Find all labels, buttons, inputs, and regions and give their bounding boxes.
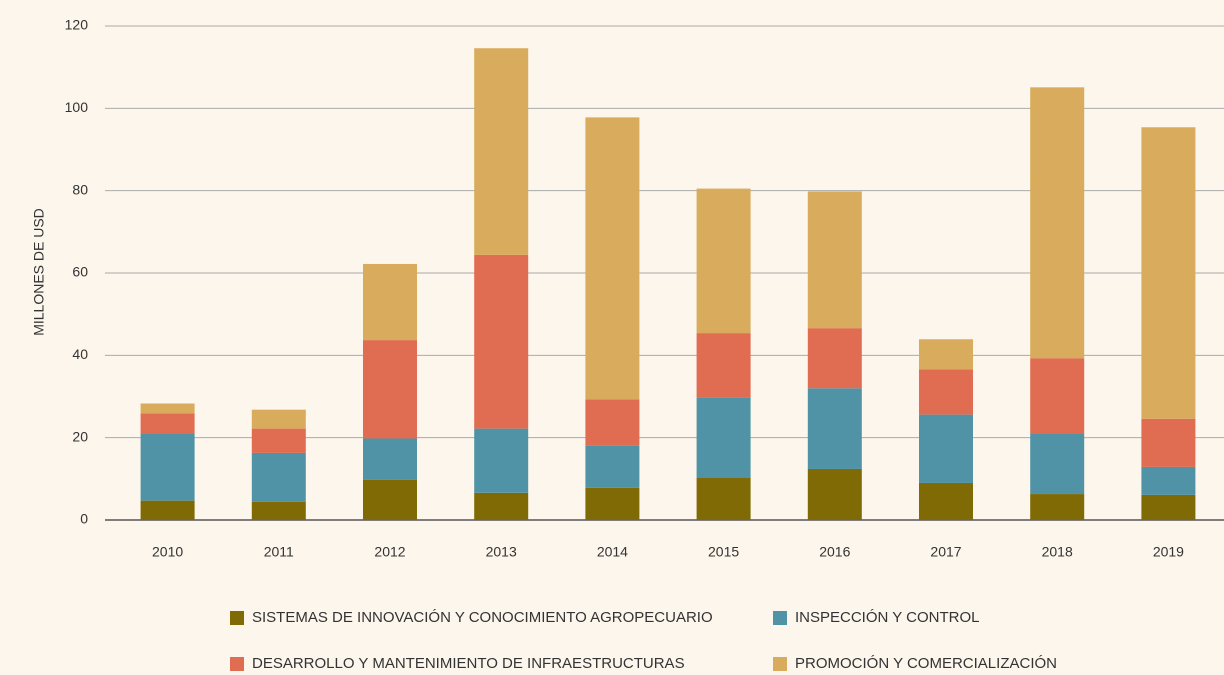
bar-segment xyxy=(585,445,640,488)
legend-label: INSPECCIÓN Y CONTROL xyxy=(795,609,979,626)
y-tick-label: 40 xyxy=(72,346,88,362)
y-tick-label: 100 xyxy=(65,99,89,115)
bar-segment xyxy=(474,254,529,429)
bar-segment xyxy=(140,500,195,520)
legend-swatch xyxy=(230,657,244,671)
bar-segment xyxy=(919,339,973,370)
x-tick-label: 2016 xyxy=(819,544,850,560)
bar-segment xyxy=(1141,418,1196,467)
bar-segment xyxy=(140,413,195,434)
bar-segment xyxy=(696,397,751,479)
legend-label: SISTEMAS DE INNOVACIÓN Y CONOCIMIENTO AG… xyxy=(252,609,713,626)
x-tick-label: 2018 xyxy=(1042,544,1073,560)
bar-segment xyxy=(140,403,195,414)
bar-segment xyxy=(251,501,306,520)
y-tick-label: 120 xyxy=(65,17,89,33)
x-tick-label: 2012 xyxy=(374,544,405,560)
bar-segment xyxy=(696,478,751,520)
x-tick-label: 2015 xyxy=(708,544,739,560)
bar-segment xyxy=(919,369,973,415)
legend-label: DESARROLLO Y MANTENIMIENTO DE INFRAESTRU… xyxy=(252,655,685,672)
bar-segment xyxy=(807,388,862,469)
bar-segment xyxy=(474,428,529,493)
legend-swatch xyxy=(773,657,787,671)
bar-segment xyxy=(585,487,640,520)
bar-segment xyxy=(1030,433,1085,495)
legend-swatch xyxy=(230,611,244,625)
legend-swatch xyxy=(773,611,787,625)
x-tick-label: 2019 xyxy=(1153,544,1184,560)
bar-segment xyxy=(1141,494,1196,520)
bar-segment xyxy=(1030,494,1085,520)
bar-segment xyxy=(807,328,862,389)
bar-segment xyxy=(585,399,640,446)
bar-segment xyxy=(1141,466,1196,495)
y-axis-label: MILLONES DE USD xyxy=(31,208,47,336)
bar-segment xyxy=(1030,87,1085,359)
bar-segment xyxy=(363,438,417,480)
bar-segment xyxy=(919,482,973,520)
x-tick-label: 2011 xyxy=(264,544,294,560)
bar-segment xyxy=(363,263,417,341)
bar-segment xyxy=(251,452,306,502)
x-tick-label: 2014 xyxy=(597,544,628,560)
bar-segment xyxy=(363,479,417,520)
legend-label: PROMOCIÓN Y COMERCIALIZACIÓN xyxy=(795,655,1057,672)
y-tick-label: 20 xyxy=(72,428,88,444)
bar-segment xyxy=(363,340,417,439)
bar-segment xyxy=(585,117,640,400)
bar-segment xyxy=(251,409,306,429)
bar-segment xyxy=(474,48,529,255)
x-tick-label: 2017 xyxy=(930,544,961,560)
y-tick-label: 0 xyxy=(80,511,88,527)
bar-segment xyxy=(807,468,862,520)
legend: SISTEMAS DE INNOVACIÓN Y CONOCIMIENTO AG… xyxy=(230,609,1057,672)
bar-segment xyxy=(140,433,195,501)
bar-segment xyxy=(1030,358,1085,434)
bar-segment xyxy=(474,492,529,520)
bar-segment xyxy=(807,191,862,329)
bar-segment xyxy=(696,188,751,334)
x-tick-label: 2010 xyxy=(152,544,183,560)
x-tick-label: 2013 xyxy=(486,544,517,560)
y-tick-label: 80 xyxy=(72,181,88,197)
bar-segment xyxy=(696,333,751,398)
bar-segment xyxy=(919,414,973,483)
bar-segment xyxy=(1141,127,1196,419)
y-tick-label: 60 xyxy=(72,264,88,280)
bar-segment xyxy=(251,428,306,453)
